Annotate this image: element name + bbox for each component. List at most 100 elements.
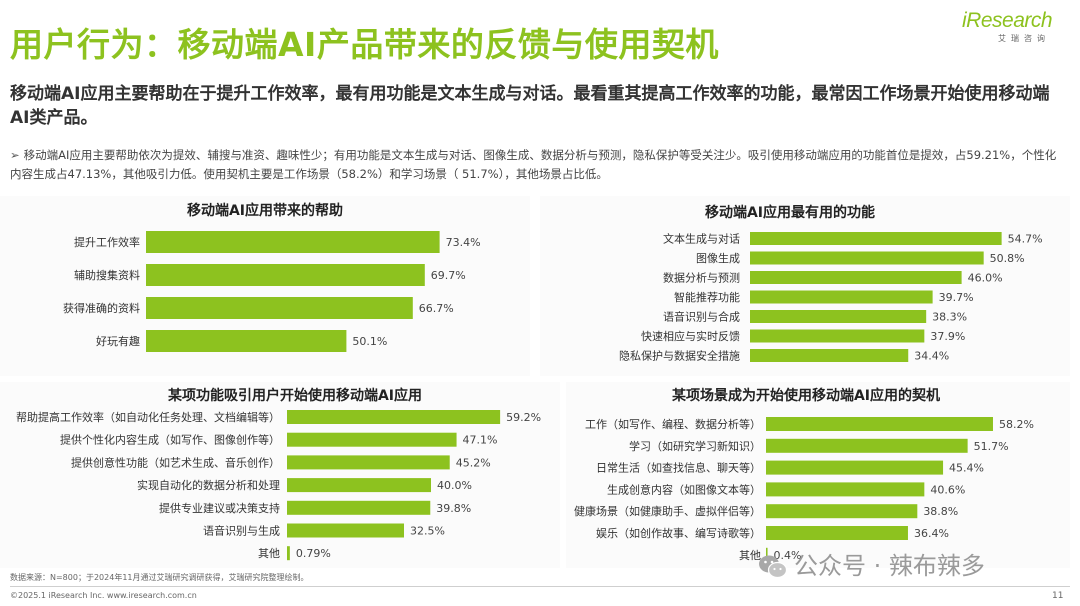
arrow-icon: ➢ <box>10 148 20 162</box>
bar <box>146 330 347 352</box>
chart-title: 移动端AI应用最有用的功能 <box>705 204 875 221</box>
value-label: 34.4% <box>914 350 949 363</box>
category-label: 图像生成 <box>696 251 740 265</box>
value-label: 0.79% <box>296 547 331 560</box>
value-label: 47.1% <box>463 434 498 447</box>
bar <box>146 297 413 319</box>
category-label: 提供个性化内容生成（如写作、图像创作等） <box>60 433 280 447</box>
category-label: 提供专业建议或决策支持 <box>159 501 280 515</box>
bar <box>287 523 404 538</box>
bar <box>287 500 431 515</box>
value-label: 38.3% <box>932 311 967 324</box>
bar <box>287 478 431 493</box>
value-label: 45.4% <box>949 462 984 475</box>
category-label: 数据分析与预测 <box>663 271 740 285</box>
iresearch-logo: iResearch 艾瑞咨询 <box>960 8 1060 46</box>
category-label: 文本生成与对话 <box>663 232 740 246</box>
category-label: 辅助搜集资料 <box>74 268 140 282</box>
category-label: 日常生活（如查找信息、聊天等） <box>596 461 761 475</box>
category-label: 好玩有趣 <box>96 334 140 348</box>
value-label: 59.2% <box>506 411 541 424</box>
chart-panel-useful-features: 移动端AI应用最有用的功能文本生成与对话 54.7% 图像生成 50.8% 数据分析与预… <box>540 196 1070 376</box>
category-label: 实现自动化的数据分析和处理 <box>137 478 280 492</box>
bar <box>766 482 925 497</box>
value-label: 39.8% <box>436 502 471 515</box>
chart-attracting-features: 某项功能吸引用户开始使用移动端AI应用帮助提高工作效率（如自动化任务处理、文档编… <box>16 387 541 561</box>
bar <box>287 546 290 561</box>
category-label: 工作（如写作、编程、数据分析等） <box>585 417 761 431</box>
watermark: 公众号 · 辣布辣多 <box>758 546 985 581</box>
value-label: 0.4% <box>774 549 802 562</box>
category-label: 快速相应与实时反馈 <box>641 329 740 343</box>
bar <box>750 271 962 284</box>
bar <box>146 264 425 286</box>
chart-panel-usage-scenarios: 某项场景成为开始使用移动端AI应用的契机工作（如写作、编程、数据分析等） 58.2… <box>566 382 1070 568</box>
category-label: 提升工作效率 <box>74 235 140 249</box>
page-title: 用户行为：移动端AI产品带来的反馈与使用契机 <box>10 25 719 64</box>
value-label: 38.8% <box>923 505 958 518</box>
value-label: 39.7% <box>939 291 974 304</box>
chart-title: 移动端AI应用带来的帮助 <box>187 202 343 219</box>
value-label: 45.2% <box>456 456 491 469</box>
category-label: 隐私保护与数据安全措施 <box>619 349 740 363</box>
summary-text: 移动端AI应用主要帮助依次为提效、辅搜与准资、趣味性少；有用功能是文本生成与对话… <box>10 148 1057 181</box>
chart-title: 某项功能吸引用户开始使用移动端AI应用 <box>168 387 422 404</box>
value-label: 58.2% <box>999 418 1034 431</box>
logo-brand: iResearch <box>962 9 1053 32</box>
bar <box>287 432 457 447</box>
category-label: 其他 <box>739 549 761 562</box>
category-label: 其他 <box>258 547 280 560</box>
category-label: 帮助提高工作效率（如自动化任务处理、文档编辑等） <box>16 410 280 424</box>
chart-panel-help: 移动端AI应用带来的帮助提升工作效率 73.4% 辅助搜集资料 69.7% 获得准确的资… <box>0 196 530 376</box>
chart-panel-attracting-features: 某项功能吸引用户开始使用移动端AI应用帮助提高工作效率（如自动化任务处理、文档编… <box>0 382 560 568</box>
chart-title: 某项场景成为开始使用移动端AI应用的契机 <box>672 387 940 404</box>
bar <box>287 410 501 424</box>
wechat-icon <box>759 555 788 579</box>
value-label: 32.5% <box>410 525 445 538</box>
category-label: 语音识别与合成 <box>663 310 740 324</box>
bar <box>766 438 968 453</box>
bar <box>766 417 993 431</box>
bar <box>750 310 927 323</box>
page-number: 11 <box>1052 591 1064 601</box>
bar <box>146 231 440 253</box>
value-label: 51.7% <box>974 440 1009 453</box>
value-label: 50.8% <box>990 252 1025 265</box>
category-label: 获得准确的资料 <box>63 301 140 315</box>
copyright: ©2025.1 iResearch Inc. www.iresearch.com… <box>10 591 197 600</box>
page-subtitle: 移动端AI应用主要帮助在于提升工作效率，最有用功能是文本生成与对话。最看重其提高… <box>10 84 1050 128</box>
category-label: 生成创意内容（如图像文本等） <box>607 482 761 496</box>
summary-bullet: ➢ 移动端AI应用主要帮助依次为提效、辅搜与准资、趣味性少；有用功能是文本生成与对… <box>10 146 1060 184</box>
category-label: 健康场景（如健康助手、虚拟伴侣等） <box>574 504 761 518</box>
value-label: 54.7% <box>1008 233 1043 246</box>
value-label: 40.6% <box>930 483 965 496</box>
category-label: 提供创意性功能（如艺术生成、音乐创作） <box>71 455 280 469</box>
bar <box>750 251 984 265</box>
value-label: 73.4% <box>446 236 481 249</box>
category-label: 学习（如研究学习新知识） <box>629 439 761 453</box>
watermark-text: 公众号 · 辣布辣多 <box>794 552 985 580</box>
category-label: 语音识别与生成 <box>203 524 280 538</box>
bar <box>766 504 918 519</box>
bar <box>750 290 933 304</box>
bar <box>287 455 450 470</box>
value-label: 36.4% <box>914 527 949 540</box>
value-label: 40.0% <box>437 479 472 492</box>
bar <box>766 460 944 475</box>
data-source: 数据来源：N=800；于2024年11月通过艾瑞研究调研获得，艾瑞研究院整理绘制… <box>10 573 309 582</box>
logo-sub: 艾瑞咨询 <box>998 34 1050 43</box>
category-label: 娱乐（如创作故事、编写诗歌等） <box>596 526 761 540</box>
bar <box>750 329 925 343</box>
bar <box>766 526 908 540</box>
value-label: 69.7% <box>431 269 466 282</box>
bar <box>750 349 909 362</box>
footer-divider <box>10 586 1070 587</box>
value-label: 50.1% <box>352 335 387 348</box>
category-label: 智能推荐功能 <box>674 290 740 304</box>
bar <box>766 547 768 562</box>
value-label: 37.9% <box>930 330 965 343</box>
value-label: 46.0% <box>968 272 1003 285</box>
